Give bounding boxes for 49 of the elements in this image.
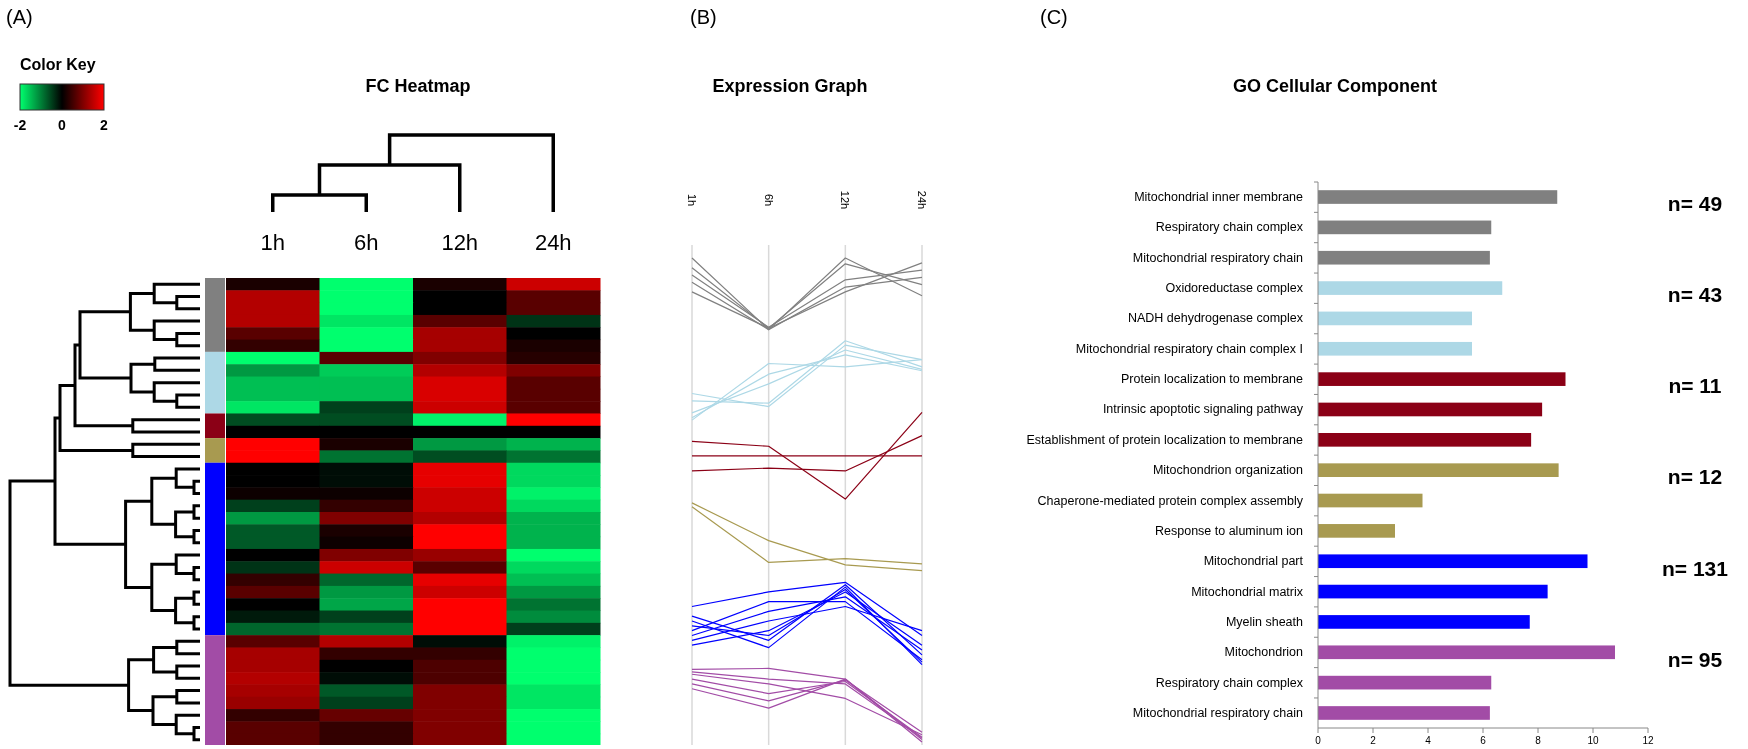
text: (B) <box>690 6 717 28</box>
x-tick-label: 1h <box>260 230 285 255</box>
color-bar-title: Color Key <box>20 56 96 73</box>
color-bar-label: 2 <box>100 117 109 133</box>
y-tick-label: Mitochondrion <box>1224 645 1304 660</box>
x-tick-label: 6h <box>762 193 775 207</box>
text: n= 49 <box>1667 192 1723 216</box>
text: (A) <box>6 6 33 28</box>
x-tick-label: 12h <box>441 230 479 255</box>
y-tick-label: Mitochondrial part <box>1203 554 1304 569</box>
x-tick-label: 2 <box>1370 735 1377 746</box>
y-tick-label: Mitochondrion organization <box>1152 463 1304 478</box>
x-tick-label: 6 <box>1480 735 1487 746</box>
text: n= 11 <box>1668 374 1722 398</box>
x-tick-label: 4 <box>1425 735 1432 746</box>
x-tick-label: 10 <box>1587 735 1599 746</box>
y-tick-label: Respiratory chain complex <box>1155 675 1304 690</box>
chart-title: Expression Graph <box>712 76 868 96</box>
x-tick-label: 8 <box>1535 735 1542 746</box>
y-tick-label: Intrinsic apoptotic signaling pathway <box>1102 402 1304 417</box>
y-tick-label: Establishment of protein localization to membrane <box>1026 432 1304 447</box>
text: n= 131 <box>1662 556 1729 580</box>
x-tick-label: 1h <box>686 193 698 207</box>
x-tick-label: 24h <box>534 230 572 255</box>
color-bar-label: -2 <box>13 117 27 133</box>
text: n= 12 <box>1667 465 1723 489</box>
text: n= 43 <box>1667 283 1723 307</box>
color-bar-label: 0 <box>58 117 67 133</box>
y-tick-label: Mitochondrial inner membrane <box>1134 190 1304 205</box>
x-tick-label: 12 <box>1642 735 1654 746</box>
x-tick-label: 24h <box>916 190 928 210</box>
y-tick-label: Mitochondrial respiratory chain <box>1132 250 1304 265</box>
y-tick-label: NADH dehydrogenase complex <box>1127 311 1304 326</box>
y-tick-label: Mitochondrial respiratory chain <box>1132 705 1304 720</box>
y-tick-label: Oxidoreductase complex <box>1165 281 1304 296</box>
y-tick-label: Mitochondrial respiratory chain complex I <box>1075 341 1303 356</box>
y-tick-label: Response to aluminum ion <box>1155 523 1304 538</box>
y-tick-label: Chaperone-mediated protein complex assembly <box>1037 493 1304 508</box>
y-tick-label: Myelin sheath <box>1225 614 1304 629</box>
text: n= 95 <box>1667 647 1723 671</box>
x-tick-label: 0 <box>1315 735 1322 746</box>
chart-title: GO Cellular Component <box>1232 76 1438 96</box>
text: (C) <box>1040 6 1068 28</box>
chart-title: FC Heatmap <box>365 76 471 96</box>
y-tick-label: Respiratory chain complex <box>1155 220 1304 235</box>
x-tick-label: 12h <box>839 190 852 210</box>
y-tick-label: Protein localization to membrane <box>1120 372 1304 387</box>
y-tick-label: Mitochondrial matrix <box>1191 584 1304 599</box>
x-tick-label: 6h <box>354 230 379 255</box>
